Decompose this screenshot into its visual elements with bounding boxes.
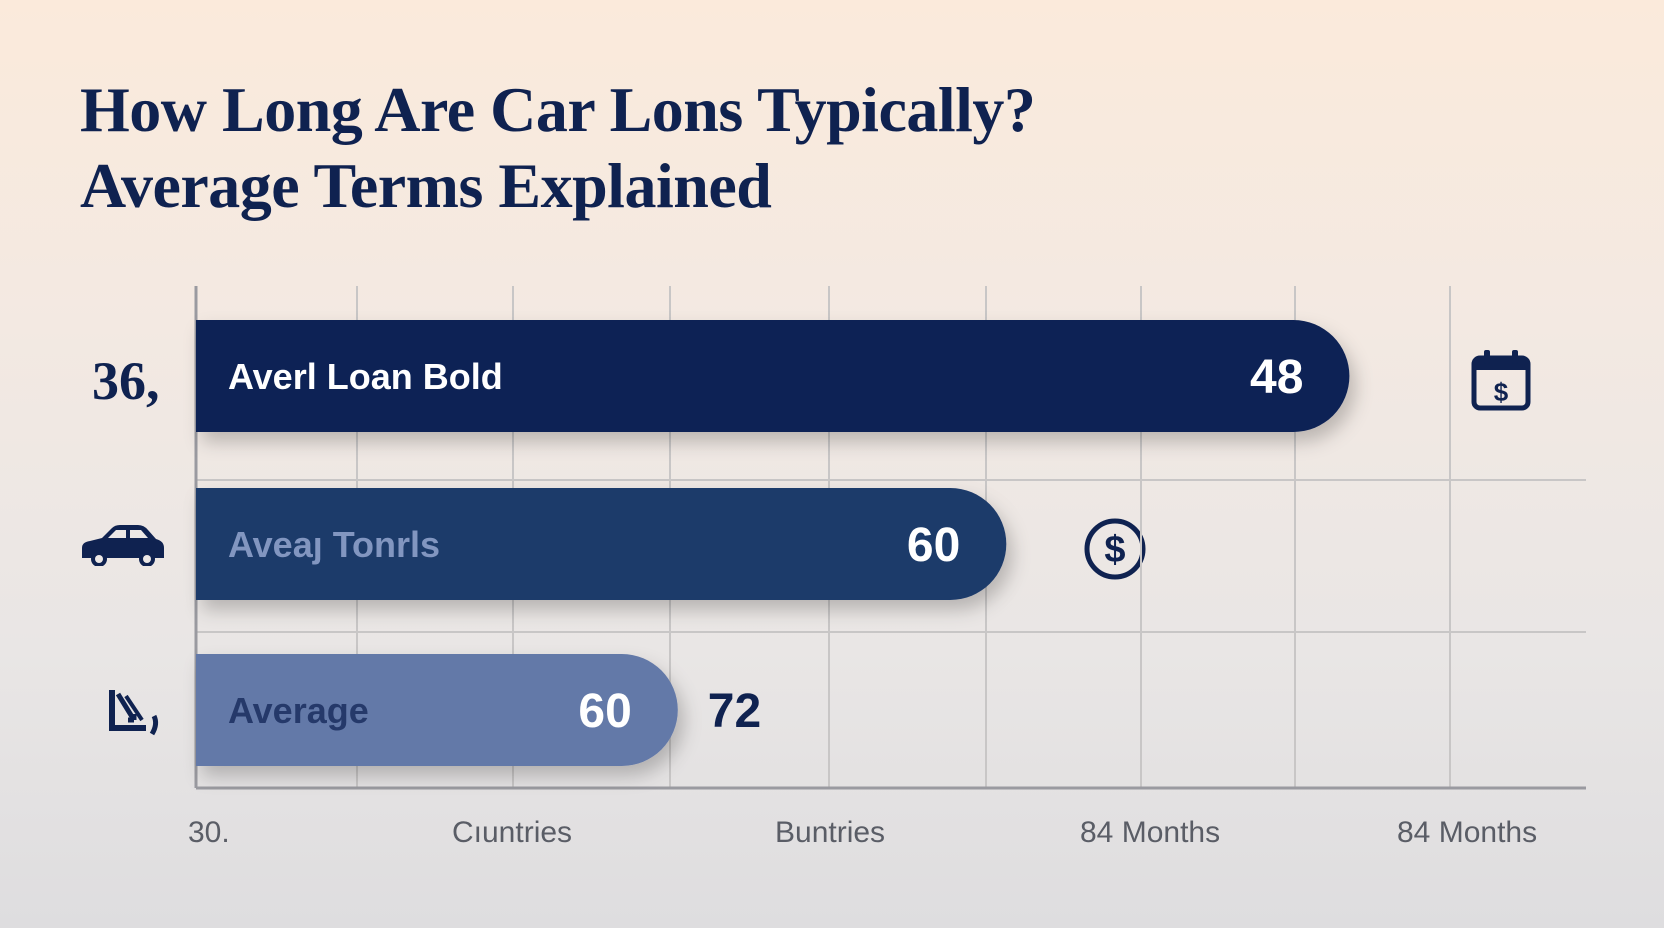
x-tick-label-1: Cıuntries <box>452 816 572 849</box>
x-tick-label-4: 84 Months <box>1397 816 1537 849</box>
bar-3-outside-label: 72 <box>708 685 761 738</box>
bar-3-label: Average <box>228 690 369 731</box>
grid-lines <box>194 286 1586 790</box>
chart-title-line-2: Average Terms Explained <box>80 150 772 221</box>
bar-1-value-label: 48 <box>1250 351 1303 404</box>
bars: Averl Loan Bold 48 Aveaȷ Tonrls 60 Average 60… <box>196 320 1350 766</box>
calendar-dollar-icon: $ <box>1471 350 1531 411</box>
bar-3-value-label: 60 <box>578 685 631 738</box>
x-tick-label-0: 30. <box>188 816 230 849</box>
chart-title: How Long Are Car Lons Typically? Average… <box>80 72 1036 224</box>
bar-1-label: Averl Loan Bold <box>228 356 503 397</box>
bar-1 <box>196 320 1350 432</box>
x-tick-labels: 30. Cıuntries Buntries 84 Months 84 Months <box>188 816 1537 849</box>
dollar-circle-icon: $ <box>1084 518 1146 580</box>
svg-text:$: $ <box>1104 529 1125 571</box>
bar-2 <box>196 488 1007 600</box>
car-icon <box>82 525 164 566</box>
x-tick-label-3: 84 Months <box>1080 816 1220 849</box>
chart-down-icon <box>109 690 159 736</box>
bar-3 <box>196 654 678 766</box>
bar-2-label: Aveaȷ Tonrls <box>228 524 440 565</box>
chart-title-line-1: How Long Are Car Lons Typically? <box>80 74 1036 145</box>
bar-2-value-label: 60 <box>907 519 960 572</box>
x-tick-label-2: Buntries <box>775 816 885 849</box>
row-label-1: 36, <box>92 351 160 411</box>
svg-text:$: $ <box>1494 377 1509 407</box>
